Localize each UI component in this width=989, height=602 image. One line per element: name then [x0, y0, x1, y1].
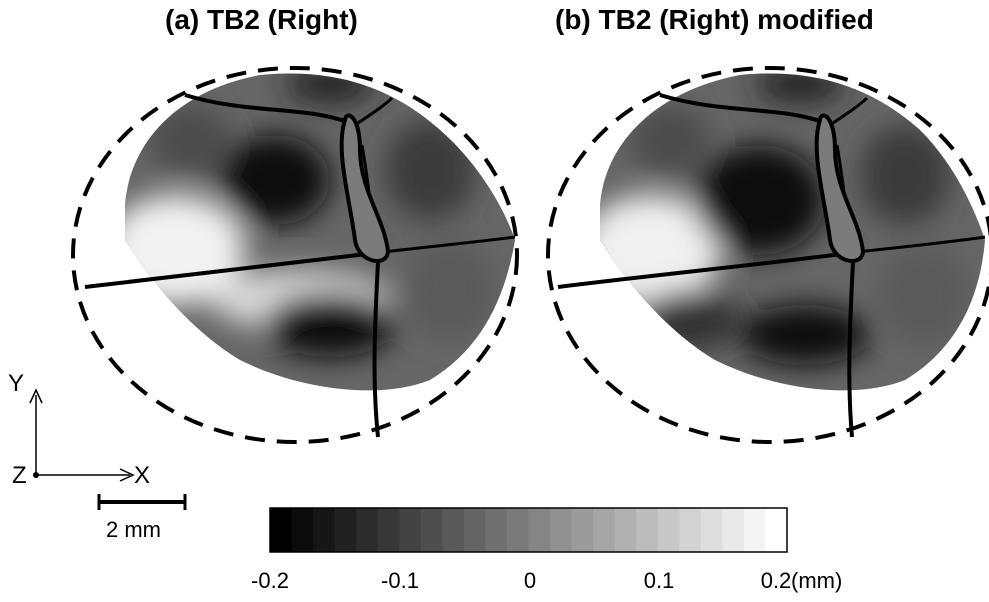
colorbar-swatch — [571, 508, 594, 552]
colorbar-swatch — [657, 508, 680, 552]
colorbar-swatch — [743, 508, 767, 552]
colorbar-swatch — [270, 508, 293, 552]
colorbar-swatch — [765, 508, 788, 552]
colorbar-frame — [269, 507, 788, 553]
colorbar-tick: -0.1 — [381, 568, 419, 593]
colorbar-swatch — [722, 508, 745, 552]
colorbar-swatch — [420, 508, 443, 552]
colorbar-tick: -0.2 — [251, 568, 289, 593]
colorbar-swatch — [463, 508, 487, 552]
colorbar-swatch — [399, 508, 422, 552]
colorbar-tick: 0 — [523, 568, 537, 593]
colorbar-swatch — [528, 508, 551, 552]
colorbar-swatch — [356, 508, 379, 552]
panel-b-title: (b) TB2 (Right) modified — [555, 4, 874, 35]
axis-triad — [29, 388, 135, 482]
panel-a-title: (a) TB2 (Right) — [165, 4, 358, 35]
colorbar-swatch — [550, 508, 573, 552]
y-axis-label: Y — [8, 370, 25, 397]
scale-bar — [97, 494, 187, 510]
z-axis-dot — [33, 472, 39, 478]
colorbar-swatch — [291, 508, 314, 552]
colorbar-tick: 0.1 — [643, 568, 675, 593]
panel-b-map — [546, 66, 989, 444]
z-axis-label: Z — [12, 462, 27, 489]
colorbar-tick: 0.2 — [760, 568, 792, 593]
colorbar — [270, 508, 788, 552]
colorbar-swatch — [377, 508, 400, 552]
colorbar-swatch — [636, 508, 659, 552]
panel-a-map — [71, 66, 519, 444]
colorbar-unit: (mm) — [791, 568, 843, 593]
x-axis-label: X — [134, 462, 151, 489]
colorbar-swatch — [442, 508, 465, 552]
colorbar-swatch — [506, 508, 530, 552]
colorbar-swatch — [593, 508, 616, 552]
scale-bar-label: 2 mm — [106, 517, 161, 542]
colorbar-swatch — [313, 508, 336, 552]
colorbar-swatch — [679, 508, 702, 552]
colorbar-swatch — [485, 508, 508, 552]
colorbar-swatch — [614, 508, 637, 552]
colorbar-swatch — [700, 508, 723, 552]
colorbar-swatch — [334, 508, 357, 552]
